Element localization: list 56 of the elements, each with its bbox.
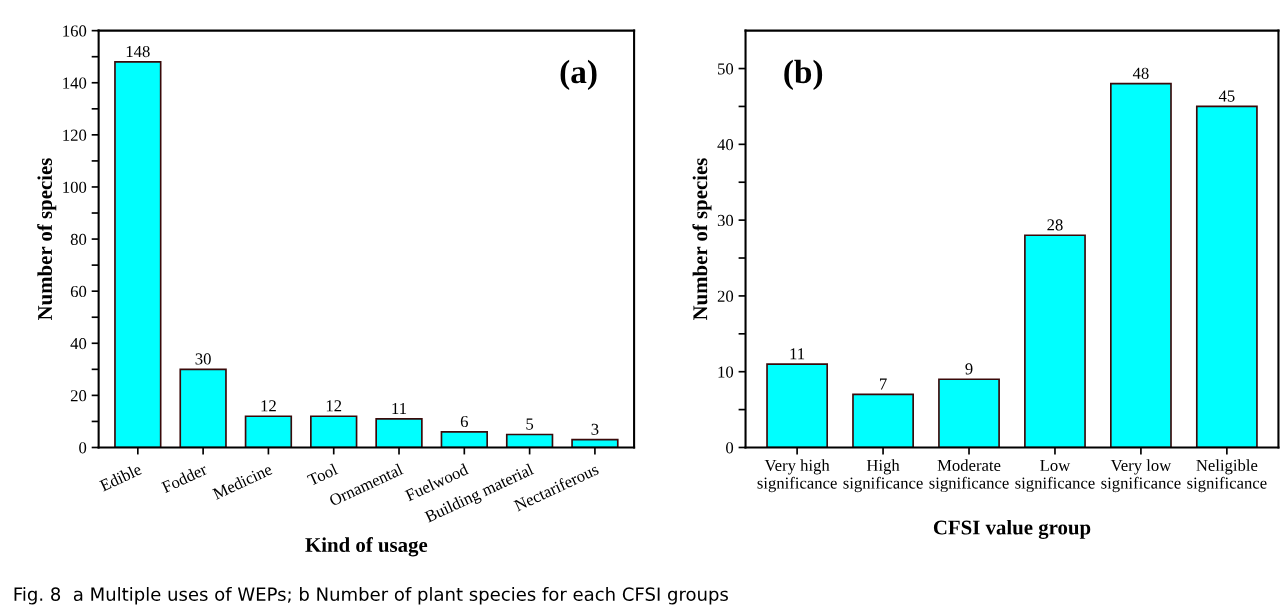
y-tick-label: 20 [717,290,734,302]
bar [179,368,227,448]
bar [852,393,914,448]
x-tick-label: Low significance [1015,459,1095,493]
x-tick-label: Very high significance [757,459,837,493]
bar [375,417,423,448]
bar [938,378,1000,448]
y-tick-label: 40 [70,337,87,350]
bar [1109,82,1172,448]
data-label: 12 [261,400,276,412]
data-label: 45 [1218,90,1235,102]
bar [310,415,358,448]
y-tick-label: 160 [63,25,87,37]
data-label: 11 [392,402,407,414]
bar [244,415,293,448]
data-label: 28 [1047,219,1063,231]
data-label: 9 [965,363,973,375]
data-label: 12 [326,400,342,412]
y-tick-label: 30 [717,214,734,227]
x-tick-label: Edible [98,463,143,492]
y-tick-label: 20 [70,390,87,402]
y-tick-label: 120 [63,129,87,141]
y-tick-label: 10 [718,366,734,378]
annotation: (a) [560,59,597,91]
x-tick-label: High significance [843,459,923,493]
bar [766,363,829,448]
y-tick-label: 50 [718,63,734,75]
data-label: 5 [526,418,534,430]
x-tick-label: Moderate significance [929,459,1009,493]
bar [1024,234,1086,448]
bar [114,61,162,448]
x-tick-label: Very low significance [1101,459,1181,493]
annotation: (b) [784,59,823,91]
x-axis-title: CFSI value group [933,519,1091,539]
bar [1195,105,1258,448]
x-tick-label: Neligible significance [1187,459,1267,493]
y-tick-label: 140 [63,77,87,89]
y-tick-label: 0 [79,442,87,454]
data-label: 6 [460,415,468,428]
x-tick-label: Fodder [160,462,208,494]
data-label: 48 [1132,67,1149,79]
data-label: 148 [126,45,150,58]
y-tick-label: 40 [717,139,734,151]
bar [440,431,489,448]
data-label: 3 [591,423,599,435]
x-axis-title: Kind of usage [305,537,428,557]
data-label: 7 [880,378,887,390]
caption: Fig. 8 a Multiple uses of WEPs; b Number of plant species for each CFSI groups [14,587,728,605]
y-tick-label: 100 [63,181,87,193]
y-tick-label: 0 [726,442,734,454]
data-label: 11 [790,348,805,360]
y-axis-title: Number of species [37,158,57,321]
data-label: 30 [195,353,211,365]
y-tick-label: 80 [70,233,87,246]
y-tick-label: 60 [70,285,87,298]
y-axis-title: Number of species [692,158,712,321]
